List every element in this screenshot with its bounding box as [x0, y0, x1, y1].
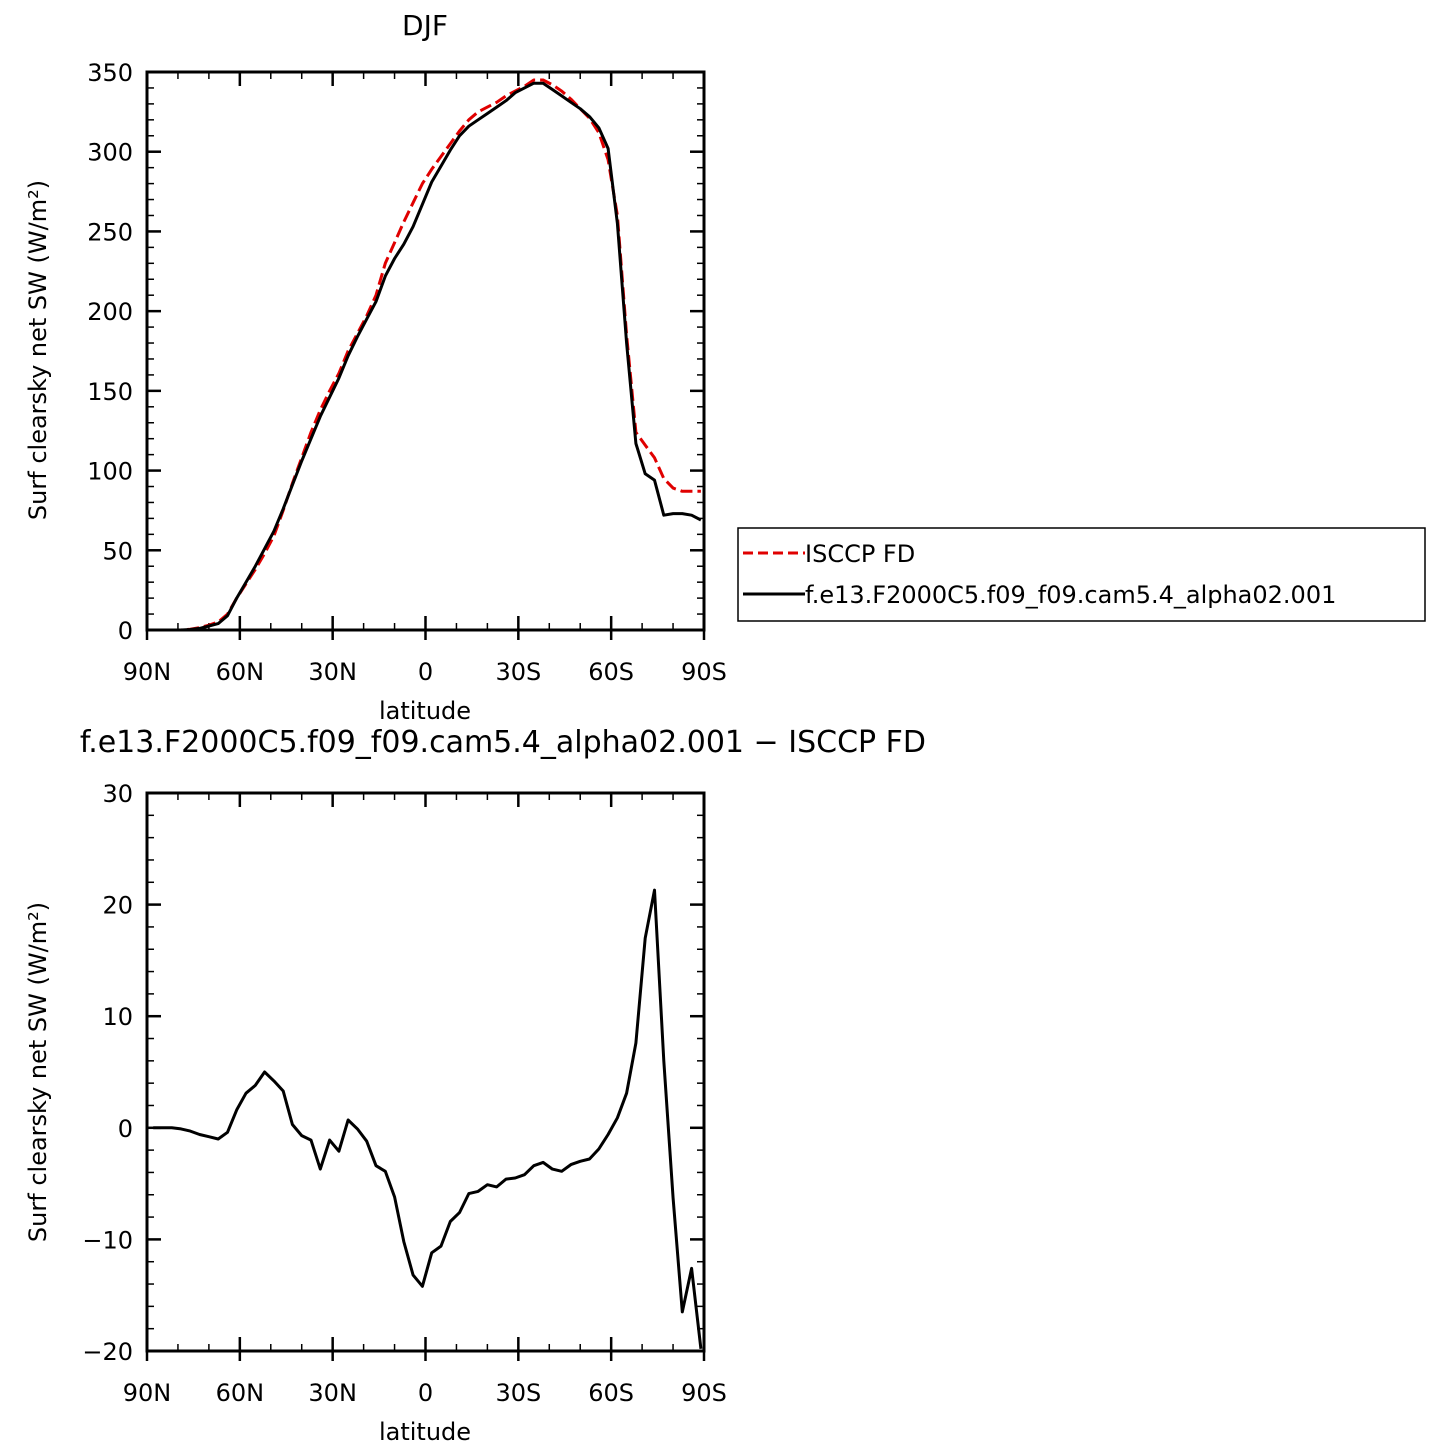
legend: ISCCP FD f.e13.F2000C5.f09_f09.cam5.4_al… [737, 527, 1426, 622]
series-line-0 [153, 888, 703, 1349]
top-plot-frame [145, 70, 706, 632]
x-tick-label: 60S [588, 1379, 634, 1407]
y-tick-label: 350 [87, 59, 133, 87]
bottom-plot-lines [153, 888, 703, 1349]
legend-box [737, 527, 1426, 622]
y-tick-label: 20 [102, 892, 133, 920]
bottom-plot-frame [145, 791, 706, 1353]
top-y-tick-labels: 0 50 100 150 200 250 300 350 [87, 59, 133, 645]
bottom-x-tick-labels: 90N 60N 30N 0 30S 60S 90S [123, 1379, 727, 1407]
x-tick-label: 60N [216, 1379, 265, 1407]
bottom-panel-title: f.e13.F2000C5.f09_f09.cam5.4_alpha02.001… [80, 725, 926, 760]
x-tick-label: 30S [495, 1379, 541, 1407]
y-tick-label: 300 [87, 139, 133, 167]
top-panel-title: DJF [402, 9, 448, 42]
bottom-x-axis-label: latitude [379, 1418, 471, 1446]
x-tick-label: 90S [681, 1379, 727, 1407]
top-axis-ticks [145, 70, 706, 640]
y-tick-label: 0 [118, 1115, 133, 1143]
y-tick-label: 150 [87, 378, 133, 406]
top-panel: DJF 0 50 100 150 200 250 300 350 90N 60N 30N 0 30S 6… [24, 9, 727, 725]
x-tick-label: 60N [216, 658, 265, 686]
y-tick-label: −10 [82, 1226, 133, 1254]
x-tick-label: 60S [588, 658, 634, 686]
top-y-axis-label: Surf clearsky net SW (W/m²) [24, 180, 52, 520]
series-line-0 [153, 78, 701, 632]
bottom-y-axis-label: Surf clearsky net SW (W/m²) [24, 902, 52, 1242]
y-tick-label: 100 [87, 458, 133, 486]
legend-label-model: f.e13.F2000C5.f09_f09.cam5.4_alpha02.001 [805, 581, 1336, 609]
y-tick-label: −20 [82, 1338, 133, 1366]
x-tick-label: 0 [418, 1379, 433, 1407]
y-tick-label: 30 [102, 780, 133, 808]
y-tick-label: 0 [118, 617, 133, 645]
y-tick-label: 50 [102, 537, 133, 565]
bottom-y-tick-labels: −20 −10 0 10 20 30 [82, 780, 133, 1366]
x-tick-label: 90S [681, 658, 727, 686]
top-x-tick-labels: 90N 60N 30N 0 30S 60S 90S [123, 658, 727, 686]
x-tick-label: 90N [123, 658, 172, 686]
top-x-axis-label: latitude [379, 697, 471, 725]
legend-label-isccp: ISCCP FD [805, 540, 915, 568]
x-tick-label: 30N [308, 1379, 357, 1407]
x-tick-label: 30S [495, 658, 541, 686]
y-tick-label: 10 [102, 1003, 133, 1031]
x-tick-label: 90N [123, 1379, 172, 1407]
bottom-panel: f.e13.F2000C5.f09_f09.cam5.4_alpha02.001… [24, 725, 926, 1446]
series-line-1 [153, 81, 702, 632]
y-tick-label: 250 [87, 218, 133, 246]
x-tick-label: 30N [308, 658, 357, 686]
top-plot-lines [153, 78, 702, 632]
y-tick-label: 200 [87, 298, 133, 326]
x-tick-label: 0 [418, 658, 433, 686]
